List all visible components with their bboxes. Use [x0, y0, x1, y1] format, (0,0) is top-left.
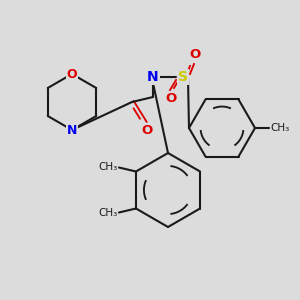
Text: O: O: [189, 49, 201, 62]
Text: CH₃: CH₃: [270, 123, 289, 133]
Text: N: N: [147, 70, 159, 84]
Text: CH₃: CH₃: [99, 208, 118, 218]
Text: O: O: [141, 124, 153, 136]
Text: O: O: [67, 68, 77, 80]
Text: O: O: [165, 92, 177, 106]
Text: S: S: [178, 70, 188, 84]
Text: N: N: [67, 124, 77, 136]
Text: CH₃: CH₃: [99, 163, 118, 172]
